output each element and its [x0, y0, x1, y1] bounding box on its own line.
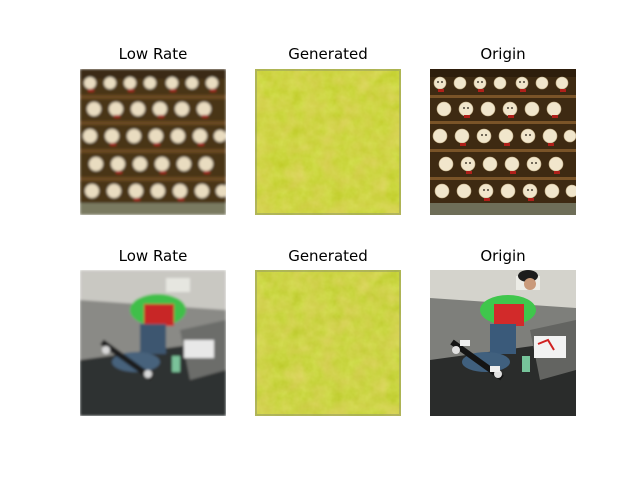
origin-image-teddy-bears [430, 69, 576, 215]
panel-title-generated-1: Generated [288, 45, 368, 63]
panel-title-generated-2: Generated [288, 247, 368, 265]
panel-title-low-rate-2: Low Rate [118, 247, 188, 265]
low-rate-image-skateboarder [80, 270, 226, 416]
generated-image-noise-1 [255, 69, 401, 215]
panel-title-origin-2: Origin [480, 247, 526, 265]
origin-image-skateboarder [430, 270, 576, 416]
generated-image-noise-2 [255, 270, 401, 416]
panel-title-origin-1: Origin [480, 45, 526, 63]
low-rate-image-teddy-bears [80, 69, 226, 215]
panel-title-low-rate-1: Low Rate [118, 45, 188, 63]
